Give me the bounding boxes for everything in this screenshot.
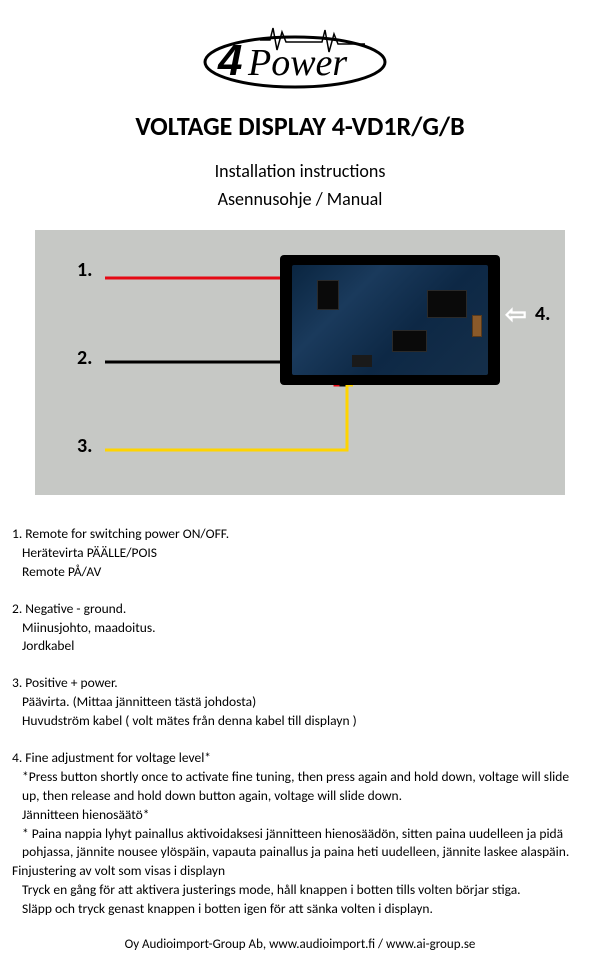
section-2-fi: Miinusjohto, maadoitus. bbox=[12, 619, 588, 638]
section-1: 1. Remote for switching power ON/OFF. He… bbox=[12, 525, 588, 582]
section-4-en: *Press button shortly once to activate f… bbox=[12, 768, 588, 806]
wire-yellow bbox=[105, 385, 353, 450]
footer-company: Oy Audioimport-Group Ab, www.audioimport… bbox=[12, 937, 588, 952]
section-3-fi: Päävirta. (Mittaa jännitteen tästä johdo… bbox=[12, 693, 588, 712]
section-1-fi: Herätevirta PÄÄLLE/POIS bbox=[12, 544, 588, 563]
section-1-en: 1. Remote for switching power ON/OFF. bbox=[12, 525, 588, 544]
logo-area: 4 Power bbox=[12, 20, 588, 90]
pcb-chip-icon bbox=[427, 290, 467, 318]
section-4-sv-2: Släpp och tryck genast knappen i botten … bbox=[12, 900, 588, 919]
pcb-connector-icon bbox=[472, 315, 482, 337]
diagram-label-1: 1. bbox=[77, 258, 92, 282]
section-2-en: 2. Negative - ground. bbox=[12, 600, 588, 619]
section-3: 3. Positive + power. Päävirta. (Mittaa j… bbox=[12, 674, 588, 731]
pcb-chip-icon bbox=[317, 280, 339, 310]
subtitle-line-2: Asennusohje / Manual bbox=[12, 188, 588, 210]
arrow-left-icon: ⇦ bbox=[505, 298, 527, 330]
section-2: 2. Negative - ground. Miinusjohto, maado… bbox=[12, 600, 588, 657]
section-3-en: 3. Positive + power. bbox=[12, 674, 588, 693]
pcb-board bbox=[292, 265, 488, 375]
svg-text:Power: Power bbox=[247, 42, 347, 84]
section-2-sv: Jordkabel bbox=[12, 637, 588, 656]
section-4-fi: * Paina nappia lyhyt painallus aktivoida… bbox=[12, 825, 588, 863]
product-title: VOLTAGE DISPLAY 4-VD1R/G/B bbox=[12, 110, 588, 142]
diagram-label-2: 2. bbox=[77, 346, 92, 370]
diagram-label-3: 3. bbox=[77, 434, 92, 458]
diagram-label-4: 4. bbox=[535, 302, 550, 326]
section-4-title: 4. Fine adjustment for voltage level* bbox=[12, 749, 588, 768]
section-3-sv: Huvudström kabel ( volt mätes från denna… bbox=[12, 712, 588, 731]
brand-logo: 4 Power bbox=[170, 20, 430, 90]
section-1-sv: Remote PÅ/AV bbox=[12, 563, 588, 582]
section-4: 4. Fine adjustment for voltage level* *P… bbox=[12, 749, 588, 919]
section-4-fi-title: Jännitteen hienosäätö* bbox=[12, 806, 588, 825]
subtitle-line-1: Installation instructions bbox=[12, 160, 588, 182]
pcb-chip-icon bbox=[392, 330, 427, 352]
section-4-sv-1: Tryck en gång för att aktivera justering… bbox=[12, 881, 588, 900]
pcb-wire-port-icon bbox=[352, 355, 372, 367]
wiring-diagram: 1. 2. 3. 4. ⇦ bbox=[35, 230, 565, 495]
pcb-module bbox=[280, 255, 500, 385]
section-4-sv-title: Finjustering av volt som visas i display… bbox=[12, 862, 588, 881]
